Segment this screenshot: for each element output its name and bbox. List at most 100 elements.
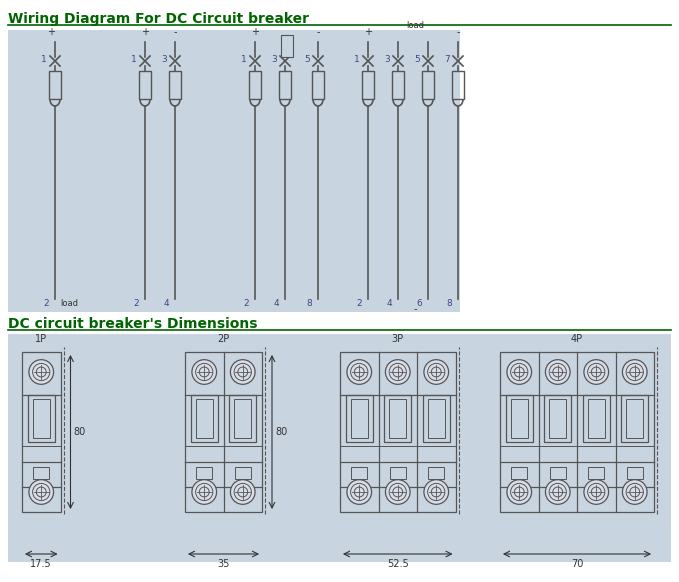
Bar [392, 71, 404, 99]
Bar [506, 395, 533, 442]
Circle shape [347, 360, 371, 384]
Bar [390, 467, 406, 479]
Bar [312, 71, 324, 99]
Bar [8, 30, 460, 312]
Bar [351, 467, 367, 479]
Text: 5: 5 [304, 55, 310, 63]
Text: 52.5: 52.5 [387, 559, 409, 569]
Circle shape [386, 480, 410, 505]
Text: 3: 3 [384, 55, 390, 63]
Bar [8, 334, 671, 562]
Text: 35: 35 [217, 559, 230, 569]
Bar [196, 399, 213, 438]
Bar [423, 395, 449, 442]
Bar [249, 71, 261, 99]
Circle shape [424, 360, 449, 384]
Bar [428, 399, 445, 438]
Text: 2: 2 [43, 299, 49, 308]
Text: 1: 1 [354, 55, 360, 63]
Text: -: - [456, 27, 460, 37]
Text: 4: 4 [386, 299, 392, 308]
Bar [550, 467, 566, 479]
Circle shape [192, 360, 217, 384]
Bar [234, 399, 251, 438]
Text: 1P: 1P [35, 334, 48, 344]
Text: 2: 2 [243, 299, 249, 308]
Bar [422, 71, 434, 99]
Circle shape [230, 360, 255, 384]
Circle shape [347, 480, 371, 505]
Bar [626, 399, 643, 438]
Text: 3: 3 [161, 55, 167, 63]
Text: 2: 2 [133, 299, 139, 308]
Text: 7: 7 [444, 55, 450, 63]
Text: Wiring Diagram For DC Circuit breaker: Wiring Diagram For DC Circuit breaker [8, 12, 309, 26]
Text: load: load [60, 299, 78, 308]
Bar [185, 352, 262, 512]
Text: +: + [47, 27, 55, 37]
Bar [384, 395, 411, 442]
Bar [362, 71, 374, 99]
Circle shape [29, 480, 54, 505]
Text: 80: 80 [73, 427, 86, 437]
Text: 4: 4 [274, 299, 279, 308]
Circle shape [584, 480, 608, 505]
Bar [139, 71, 151, 99]
Text: +: + [141, 27, 149, 37]
Bar [549, 399, 566, 438]
Circle shape [545, 480, 570, 505]
Bar [281, 35, 293, 57]
Circle shape [192, 480, 217, 505]
Text: 6: 6 [416, 299, 422, 308]
Bar [511, 467, 528, 479]
Bar [583, 395, 610, 442]
Text: load: load [406, 21, 424, 30]
Bar [235, 467, 251, 479]
Bar [627, 467, 643, 479]
Bar [340, 352, 456, 512]
Text: -: - [316, 27, 320, 37]
Text: 5: 5 [414, 55, 420, 63]
Bar [588, 467, 604, 479]
Text: 4: 4 [164, 299, 169, 308]
Text: 2P: 2P [217, 334, 230, 344]
Bar [389, 399, 406, 438]
Bar [545, 395, 571, 442]
Text: 8: 8 [306, 299, 312, 308]
Text: 17.5: 17.5 [31, 559, 52, 569]
Circle shape [584, 360, 608, 384]
Bar [588, 399, 605, 438]
Bar [511, 399, 528, 438]
Circle shape [545, 360, 570, 384]
Bar [33, 467, 50, 479]
Text: 80: 80 [275, 427, 287, 437]
Text: 3: 3 [271, 55, 277, 63]
Bar [279, 71, 291, 99]
Bar [500, 352, 654, 512]
Text: +: + [364, 27, 372, 37]
Text: 1: 1 [241, 55, 247, 63]
Circle shape [386, 360, 410, 384]
Text: -: - [414, 304, 417, 314]
Circle shape [230, 480, 255, 505]
Text: -: - [173, 27, 177, 37]
Bar [230, 395, 256, 442]
Text: 4P: 4P [571, 334, 583, 344]
Circle shape [507, 480, 532, 505]
Bar [452, 71, 464, 99]
Bar [428, 467, 444, 479]
Text: +: + [251, 27, 259, 37]
Text: 8: 8 [446, 299, 452, 308]
Circle shape [29, 360, 54, 384]
Text: 70: 70 [571, 559, 583, 569]
Text: 1: 1 [131, 55, 137, 63]
Text: 2: 2 [356, 299, 362, 308]
Bar [33, 399, 50, 438]
Text: DC circuit breaker's Dimensions: DC circuit breaker's Dimensions [8, 317, 257, 331]
Circle shape [424, 480, 449, 505]
Circle shape [507, 360, 532, 384]
Text: 1: 1 [41, 55, 47, 63]
Circle shape [623, 360, 647, 384]
Bar [346, 395, 373, 442]
Text: 3P: 3P [392, 334, 404, 344]
